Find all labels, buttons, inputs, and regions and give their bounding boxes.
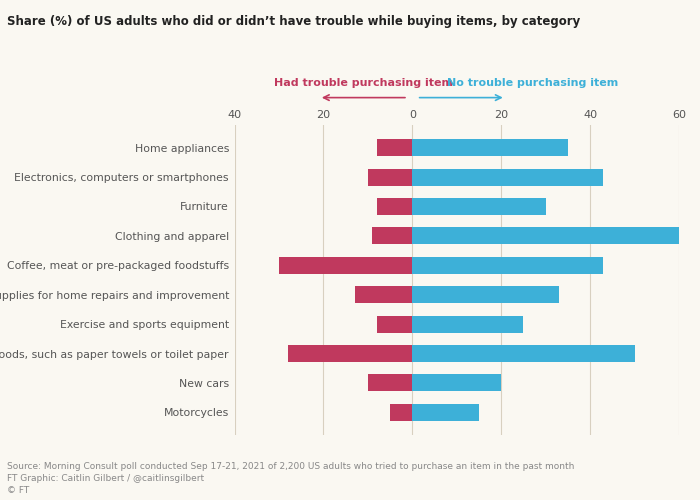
Bar bbox=[368, 168, 412, 186]
Bar bbox=[412, 374, 501, 392]
Text: Share (%) of US adults who did or didn’t have trouble while buying items, by cat: Share (%) of US adults who did or didn’t… bbox=[7, 15, 580, 28]
Bar bbox=[372, 228, 412, 244]
Bar bbox=[279, 257, 412, 274]
Bar bbox=[390, 404, 412, 421]
Bar bbox=[288, 345, 412, 362]
Bar bbox=[368, 374, 412, 392]
Bar bbox=[377, 139, 412, 156]
Bar bbox=[412, 168, 603, 186]
Text: Had trouble purchasing item: Had trouble purchasing item bbox=[274, 78, 453, 88]
Bar bbox=[377, 316, 412, 332]
Bar bbox=[412, 228, 679, 244]
Text: No trouble purchasing item: No trouble purchasing item bbox=[447, 78, 618, 88]
Text: Source: Morning Consult poll conducted Sep 17-21, 2021 of 2,200 US adults who tr: Source: Morning Consult poll conducted S… bbox=[7, 462, 575, 495]
Bar bbox=[412, 404, 479, 421]
Bar bbox=[354, 286, 412, 303]
Bar bbox=[412, 139, 568, 156]
Bar bbox=[377, 198, 412, 215]
Bar bbox=[412, 345, 634, 362]
Bar bbox=[412, 286, 559, 303]
Bar bbox=[412, 198, 546, 215]
Bar bbox=[412, 316, 524, 332]
Bar bbox=[412, 257, 603, 274]
